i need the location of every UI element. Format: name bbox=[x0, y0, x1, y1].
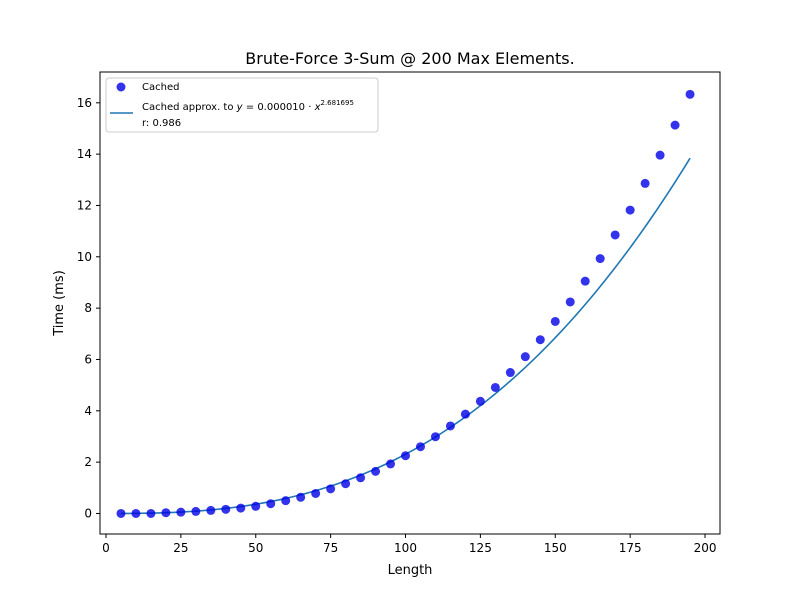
x-tick-label: 125 bbox=[469, 541, 492, 555]
data-point bbox=[580, 276, 590, 286]
data-point bbox=[371, 466, 381, 476]
legend-fit-exponent: 2.681695 bbox=[321, 99, 354, 107]
legend-scatter-label: Cached bbox=[142, 82, 179, 93]
data-point bbox=[505, 368, 515, 378]
y-tick-label: 6 bbox=[84, 352, 92, 366]
data-point bbox=[386, 459, 396, 469]
data-point bbox=[131, 508, 141, 518]
data-point bbox=[401, 451, 411, 461]
data-point bbox=[625, 205, 635, 215]
data-point bbox=[236, 503, 246, 513]
x-axis-ticks: 0 25 50 75 100 125 150 175 200 bbox=[102, 534, 716, 555]
legend-fit-label: Cached approx. to y = 0.000010 · x2.6816… bbox=[142, 99, 354, 113]
y-tick-label: 10 bbox=[77, 250, 92, 264]
data-point bbox=[266, 499, 276, 509]
data-point bbox=[430, 432, 440, 442]
data-point bbox=[460, 409, 470, 419]
legend-fit-equation: = 0.000010 · bbox=[243, 102, 315, 113]
x-axis-label: Length bbox=[388, 563, 433, 578]
x-tick-label: 100 bbox=[394, 541, 417, 555]
data-point bbox=[116, 508, 126, 518]
y-tick-label: 16 bbox=[77, 96, 92, 110]
data-point bbox=[311, 488, 321, 498]
x-tick-label: 175 bbox=[619, 541, 642, 555]
y-axis-label: Time (ms) bbox=[52, 270, 67, 337]
y-tick-label: 2 bbox=[84, 455, 92, 469]
data-point bbox=[670, 120, 680, 130]
y-tick-label: 8 bbox=[84, 301, 92, 315]
data-point bbox=[475, 396, 485, 406]
data-point bbox=[550, 316, 560, 326]
x-tick-label: 0 bbox=[102, 541, 110, 555]
data-point bbox=[326, 484, 336, 494]
data-point bbox=[206, 505, 216, 515]
data-point bbox=[610, 230, 620, 240]
data-point bbox=[640, 178, 650, 188]
y-tick-label: 0 bbox=[84, 506, 92, 520]
y-tick-label: 12 bbox=[77, 198, 92, 212]
x-tick-label: 150 bbox=[544, 541, 567, 555]
x-tick-label: 50 bbox=[248, 541, 263, 555]
data-point bbox=[296, 492, 306, 502]
x-tick-label: 75 bbox=[323, 541, 338, 555]
plot-area bbox=[99, 71, 721, 535]
data-point bbox=[191, 506, 201, 516]
data-point bbox=[281, 496, 291, 506]
data-point bbox=[520, 352, 530, 362]
legend-scatter-marker bbox=[116, 82, 126, 92]
data-point bbox=[595, 254, 605, 264]
chart-title: Brute-Force 3-Sum @ 200 Max Elements. bbox=[245, 49, 574, 68]
data-point bbox=[251, 501, 261, 511]
legend-box bbox=[105, 77, 379, 133]
data-point bbox=[565, 297, 575, 307]
data-point bbox=[161, 508, 171, 518]
y-axis-ticks: 0 2 4 6 8 10 12 14 16 bbox=[77, 96, 100, 520]
data-point bbox=[685, 89, 695, 99]
data-point bbox=[146, 508, 156, 518]
data-point bbox=[415, 442, 425, 452]
scatter-points bbox=[116, 89, 695, 518]
legend: Cached Cached approx. to y = 0.000010 · … bbox=[105, 77, 379, 133]
data-point bbox=[655, 150, 665, 160]
data-point bbox=[356, 473, 366, 483]
y-tick-label: 4 bbox=[84, 404, 92, 418]
legend-fit-prefix: Cached approx. to bbox=[142, 102, 237, 113]
data-point bbox=[445, 421, 455, 431]
data-point bbox=[221, 504, 231, 514]
x-tick-label: 200 bbox=[694, 541, 717, 555]
legend-r-label: r: 0.986 bbox=[142, 118, 181, 129]
legend-fit-base: x bbox=[314, 102, 321, 113]
data-point bbox=[535, 335, 545, 345]
legend-fit-lhs: y bbox=[236, 102, 244, 113]
data-point bbox=[176, 507, 186, 517]
axes-frame bbox=[99, 71, 721, 535]
data-point bbox=[490, 382, 500, 392]
y-tick-label: 14 bbox=[77, 147, 92, 161]
data-point bbox=[341, 479, 351, 489]
x-tick-label: 25 bbox=[173, 541, 188, 555]
